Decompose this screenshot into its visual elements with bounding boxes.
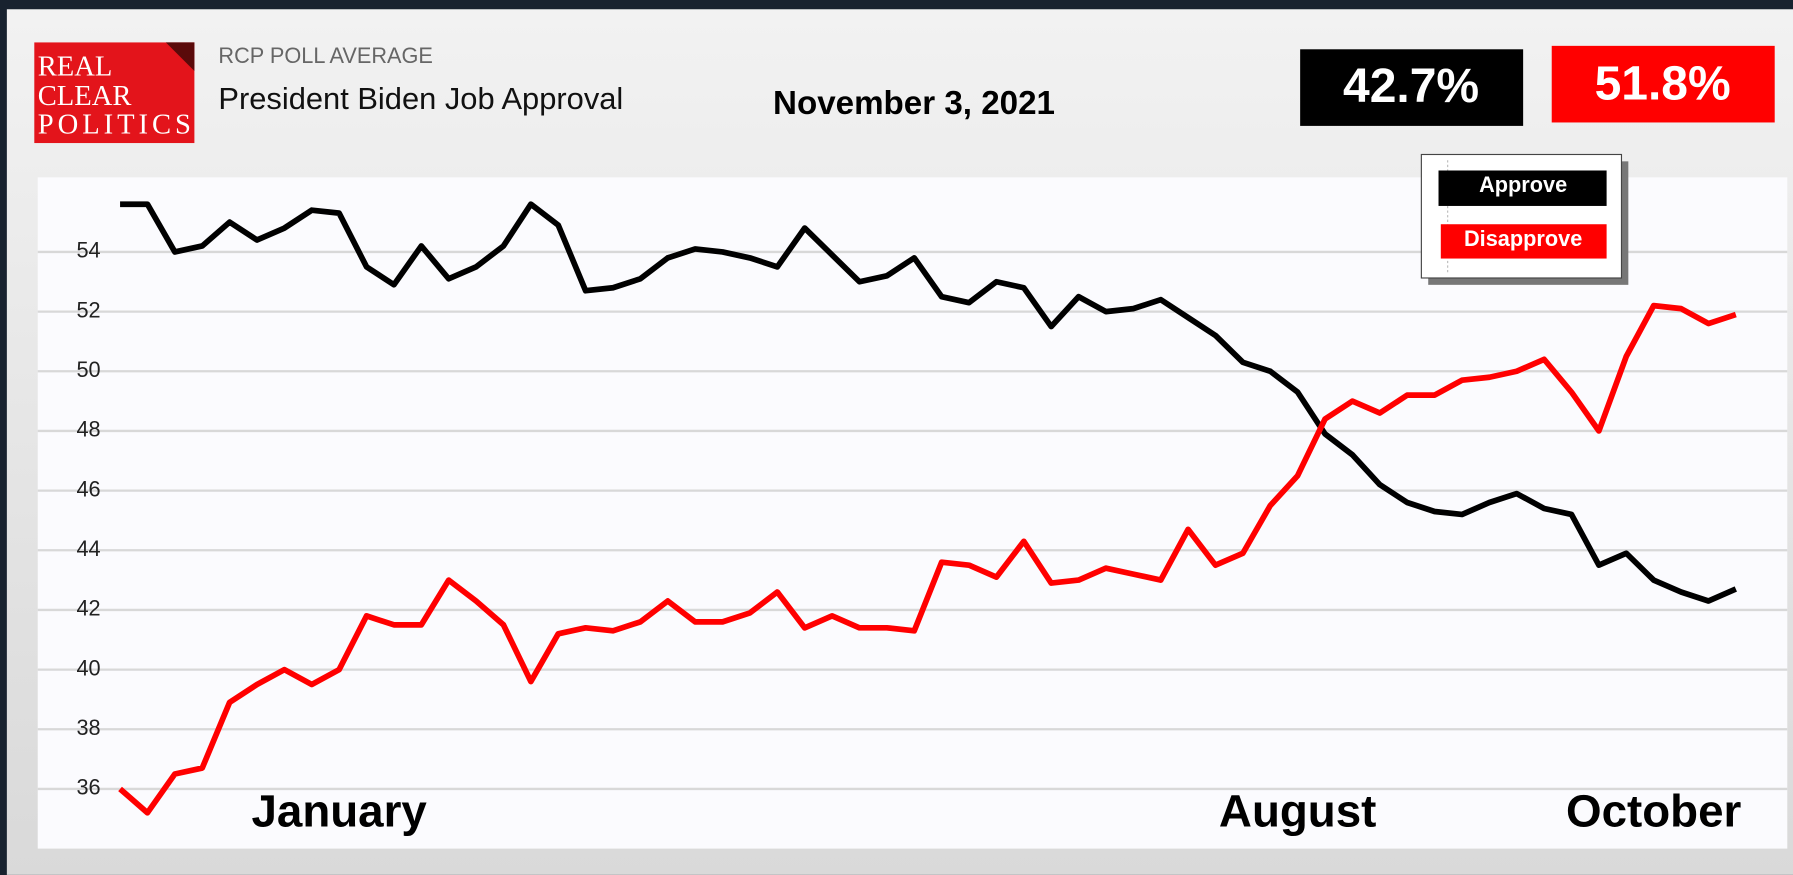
y-tick-label: 38 <box>76 715 100 740</box>
x-tick-label: August <box>1219 785 1376 836</box>
y-tick-label: 48 <box>76 417 100 442</box>
logo-text: REAL <box>38 51 113 82</box>
legend-swatch <box>1438 170 1607 206</box>
y-tick-label: 54 <box>76 238 100 263</box>
legend-label: Disapprove <box>1464 226 1582 251</box>
approve-value: 42.7% <box>1343 60 1479 113</box>
x-tick-label: October <box>1566 785 1741 836</box>
y-tick-label: 52 <box>76 297 100 322</box>
y-tick-label: 40 <box>76 655 100 680</box>
y-tick-label: 42 <box>76 596 100 621</box>
legend-label: Approve <box>1479 172 1567 197</box>
plot-area <box>37 177 1788 849</box>
series-line <box>120 201 1737 604</box>
disapprove-value: 51.8% <box>1595 58 1731 111</box>
approve-box <box>1300 49 1524 126</box>
disapprove-box <box>1551 45 1775 123</box>
series-line <box>118 302 1737 816</box>
y-tick-label: 36 <box>76 775 100 800</box>
y-tick-label: 44 <box>76 536 100 561</box>
logo <box>34 42 195 144</box>
y-tick-label: 50 <box>76 357 100 382</box>
kicker: RCP POLL AVERAGE <box>218 43 432 68</box>
x-tick-label: January <box>251 785 427 836</box>
logo-text: CLEAR <box>38 81 133 112</box>
y-tick-label: 46 <box>76 476 100 501</box>
date: November 3, 2021 <box>773 85 1055 122</box>
title: President Biden Job Approval <box>218 81 623 116</box>
legend-swatch <box>1440 224 1607 259</box>
